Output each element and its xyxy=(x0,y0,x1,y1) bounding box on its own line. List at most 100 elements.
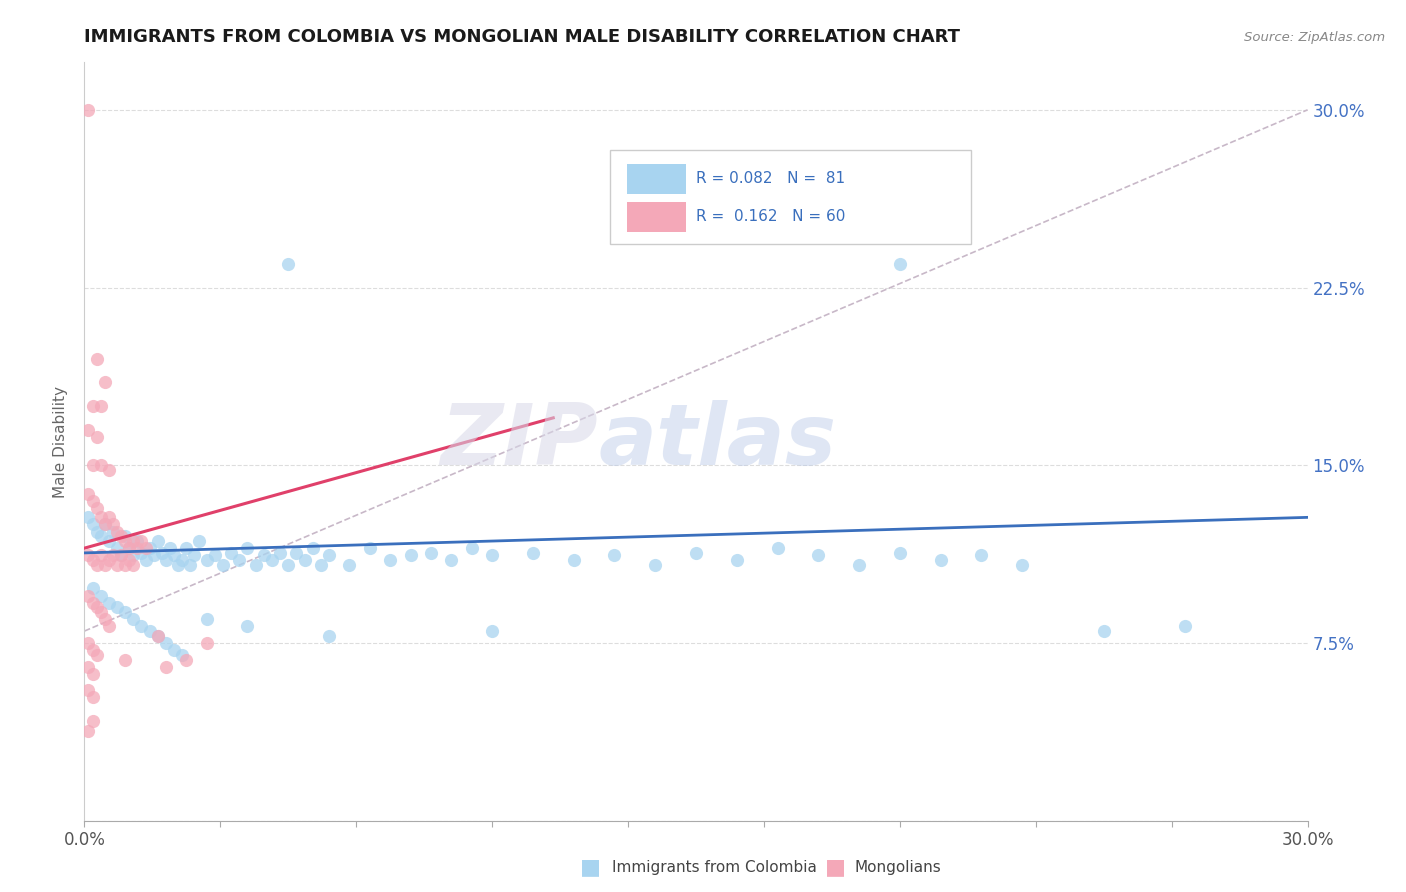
Point xyxy=(155,553,177,567)
Point xyxy=(644,558,666,572)
Point xyxy=(318,548,340,563)
Point xyxy=(110,548,132,563)
Text: R = 0.082   N =  81: R = 0.082 N = 81 xyxy=(696,171,845,186)
Point xyxy=(294,553,316,567)
Point xyxy=(77,510,100,524)
Point xyxy=(86,558,108,572)
Point xyxy=(277,257,299,271)
Point xyxy=(183,548,205,563)
Point xyxy=(82,582,104,596)
Point xyxy=(110,529,132,543)
Point xyxy=(187,534,209,549)
Point xyxy=(90,605,112,619)
Point xyxy=(77,103,100,117)
Point xyxy=(380,553,402,567)
Point xyxy=(685,546,707,560)
Point xyxy=(889,257,911,271)
Point xyxy=(90,399,112,413)
Point xyxy=(146,629,169,643)
Text: Mongolians: Mongolians xyxy=(855,860,942,874)
Point xyxy=(82,596,104,610)
Point xyxy=(399,548,422,563)
Point xyxy=(135,553,157,567)
Point xyxy=(105,600,128,615)
Point xyxy=(90,458,112,473)
Point xyxy=(122,612,145,626)
Point xyxy=(93,612,115,626)
Point xyxy=(301,541,323,556)
Point xyxy=(245,558,267,572)
Point xyxy=(725,553,748,567)
Text: R =  0.162   N = 60: R = 0.162 N = 60 xyxy=(696,209,845,224)
Point xyxy=(114,605,136,619)
Point xyxy=(562,553,585,567)
Text: Source: ZipAtlas.com: Source: ZipAtlas.com xyxy=(1244,31,1385,45)
Text: ZIP: ZIP xyxy=(440,400,598,483)
Point xyxy=(195,553,218,567)
Point xyxy=(77,636,100,650)
Point xyxy=(82,399,104,413)
Text: IMMIGRANTS FROM COLOMBIA VS MONGOLIAN MALE DISABILITY CORRELATION CHART: IMMIGRANTS FROM COLOMBIA VS MONGOLIAN MA… xyxy=(84,28,960,45)
Point xyxy=(114,534,136,549)
Point xyxy=(848,558,870,572)
Point xyxy=(105,541,128,556)
Point xyxy=(889,546,911,560)
Point xyxy=(172,648,194,662)
Point xyxy=(138,624,160,639)
Text: Immigrants from Colombia: Immigrants from Colombia xyxy=(612,860,817,874)
Point xyxy=(122,548,145,563)
Point xyxy=(127,534,149,549)
Point xyxy=(269,546,291,560)
Point xyxy=(1011,558,1033,572)
Point xyxy=(77,423,100,437)
Text: ■: ■ xyxy=(581,857,600,877)
Point xyxy=(339,558,361,572)
Point xyxy=(522,546,544,560)
Point xyxy=(929,553,952,567)
Point xyxy=(90,589,112,603)
Point xyxy=(86,600,108,615)
Point xyxy=(440,553,463,567)
Y-axis label: Male Disability: Male Disability xyxy=(53,385,69,498)
Point xyxy=(86,430,108,444)
Point xyxy=(219,546,242,560)
Point xyxy=(86,648,108,662)
Point xyxy=(77,723,100,738)
Point xyxy=(105,524,128,539)
Point xyxy=(174,652,197,666)
Point xyxy=(131,619,153,633)
Point xyxy=(481,548,503,563)
Point xyxy=(155,636,177,650)
FancyBboxPatch shape xyxy=(610,150,972,244)
Point xyxy=(138,541,160,556)
Point xyxy=(236,541,259,556)
Point xyxy=(77,548,100,563)
Point xyxy=(142,548,165,563)
Point xyxy=(131,534,153,549)
Point xyxy=(86,524,108,539)
Point xyxy=(101,548,124,563)
Point xyxy=(163,643,186,657)
FancyBboxPatch shape xyxy=(627,202,686,232)
Point xyxy=(77,683,100,698)
Point xyxy=(260,553,283,567)
Point xyxy=(212,558,235,572)
Point xyxy=(807,548,830,563)
Point xyxy=(93,558,115,572)
Point xyxy=(90,529,112,543)
Point xyxy=(127,541,149,556)
Point xyxy=(146,534,169,549)
Point xyxy=(118,553,141,567)
Point xyxy=(461,541,484,556)
Point xyxy=(101,517,124,532)
Point xyxy=(118,541,141,556)
Point xyxy=(179,558,201,572)
Point xyxy=(146,629,169,643)
Point xyxy=(228,553,250,567)
Text: ■: ■ xyxy=(825,857,845,877)
Point xyxy=(195,612,218,626)
Point xyxy=(236,619,259,633)
Point xyxy=(163,548,186,563)
Point xyxy=(135,541,157,556)
Point xyxy=(114,558,136,572)
